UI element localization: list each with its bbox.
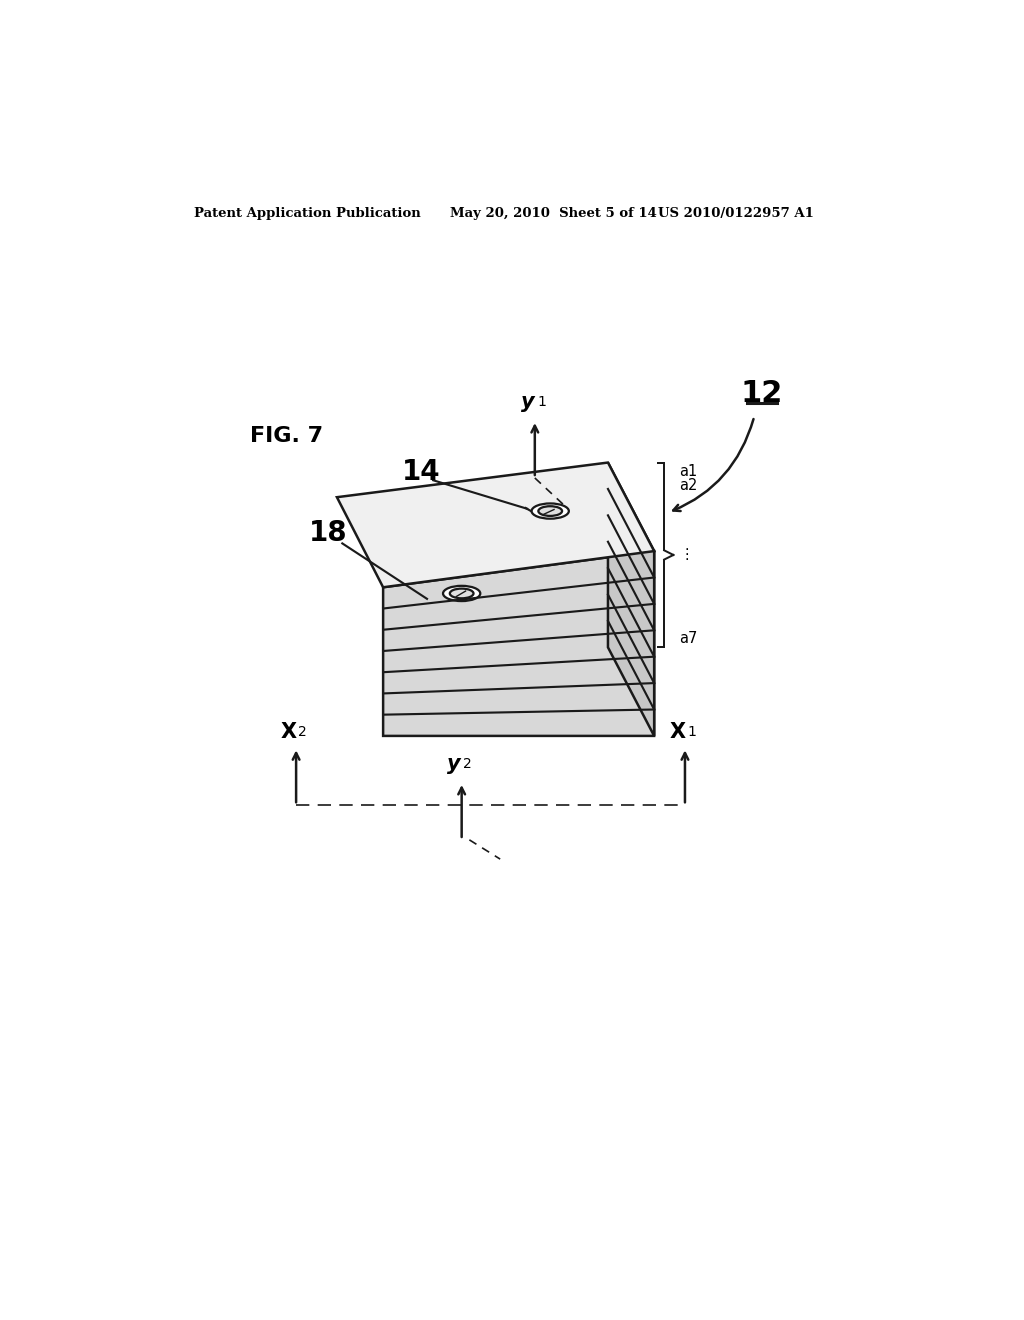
Text: 2: 2 [463, 758, 472, 771]
Text: Patent Application Publication: Patent Application Publication [194, 207, 421, 220]
Text: 1: 1 [538, 396, 546, 409]
Text: a1: a1 [680, 465, 697, 479]
Text: X: X [281, 722, 297, 742]
Text: 2: 2 [298, 725, 307, 739]
Text: May 20, 2010  Sheet 5 of 14: May 20, 2010 Sheet 5 of 14 [451, 207, 657, 220]
Text: US 2010/0122957 A1: US 2010/0122957 A1 [658, 207, 814, 220]
Ellipse shape [531, 503, 569, 519]
Text: y: y [521, 392, 535, 412]
Text: FIG. 7: FIG. 7 [250, 425, 323, 446]
Text: 18: 18 [309, 519, 348, 548]
Text: 14: 14 [402, 458, 441, 486]
Ellipse shape [443, 586, 480, 601]
Ellipse shape [450, 589, 473, 598]
Text: a2: a2 [680, 478, 698, 494]
Text: ⋮: ⋮ [680, 548, 694, 562]
FancyArrowPatch shape [673, 418, 754, 511]
Polygon shape [383, 552, 654, 737]
Polygon shape [337, 462, 654, 587]
Text: 1: 1 [687, 725, 696, 739]
Text: y: y [447, 755, 461, 775]
Text: a7: a7 [680, 631, 698, 645]
Text: X: X [670, 722, 685, 742]
Text: 12: 12 [740, 379, 783, 408]
Ellipse shape [539, 506, 562, 516]
Polygon shape [608, 462, 654, 737]
